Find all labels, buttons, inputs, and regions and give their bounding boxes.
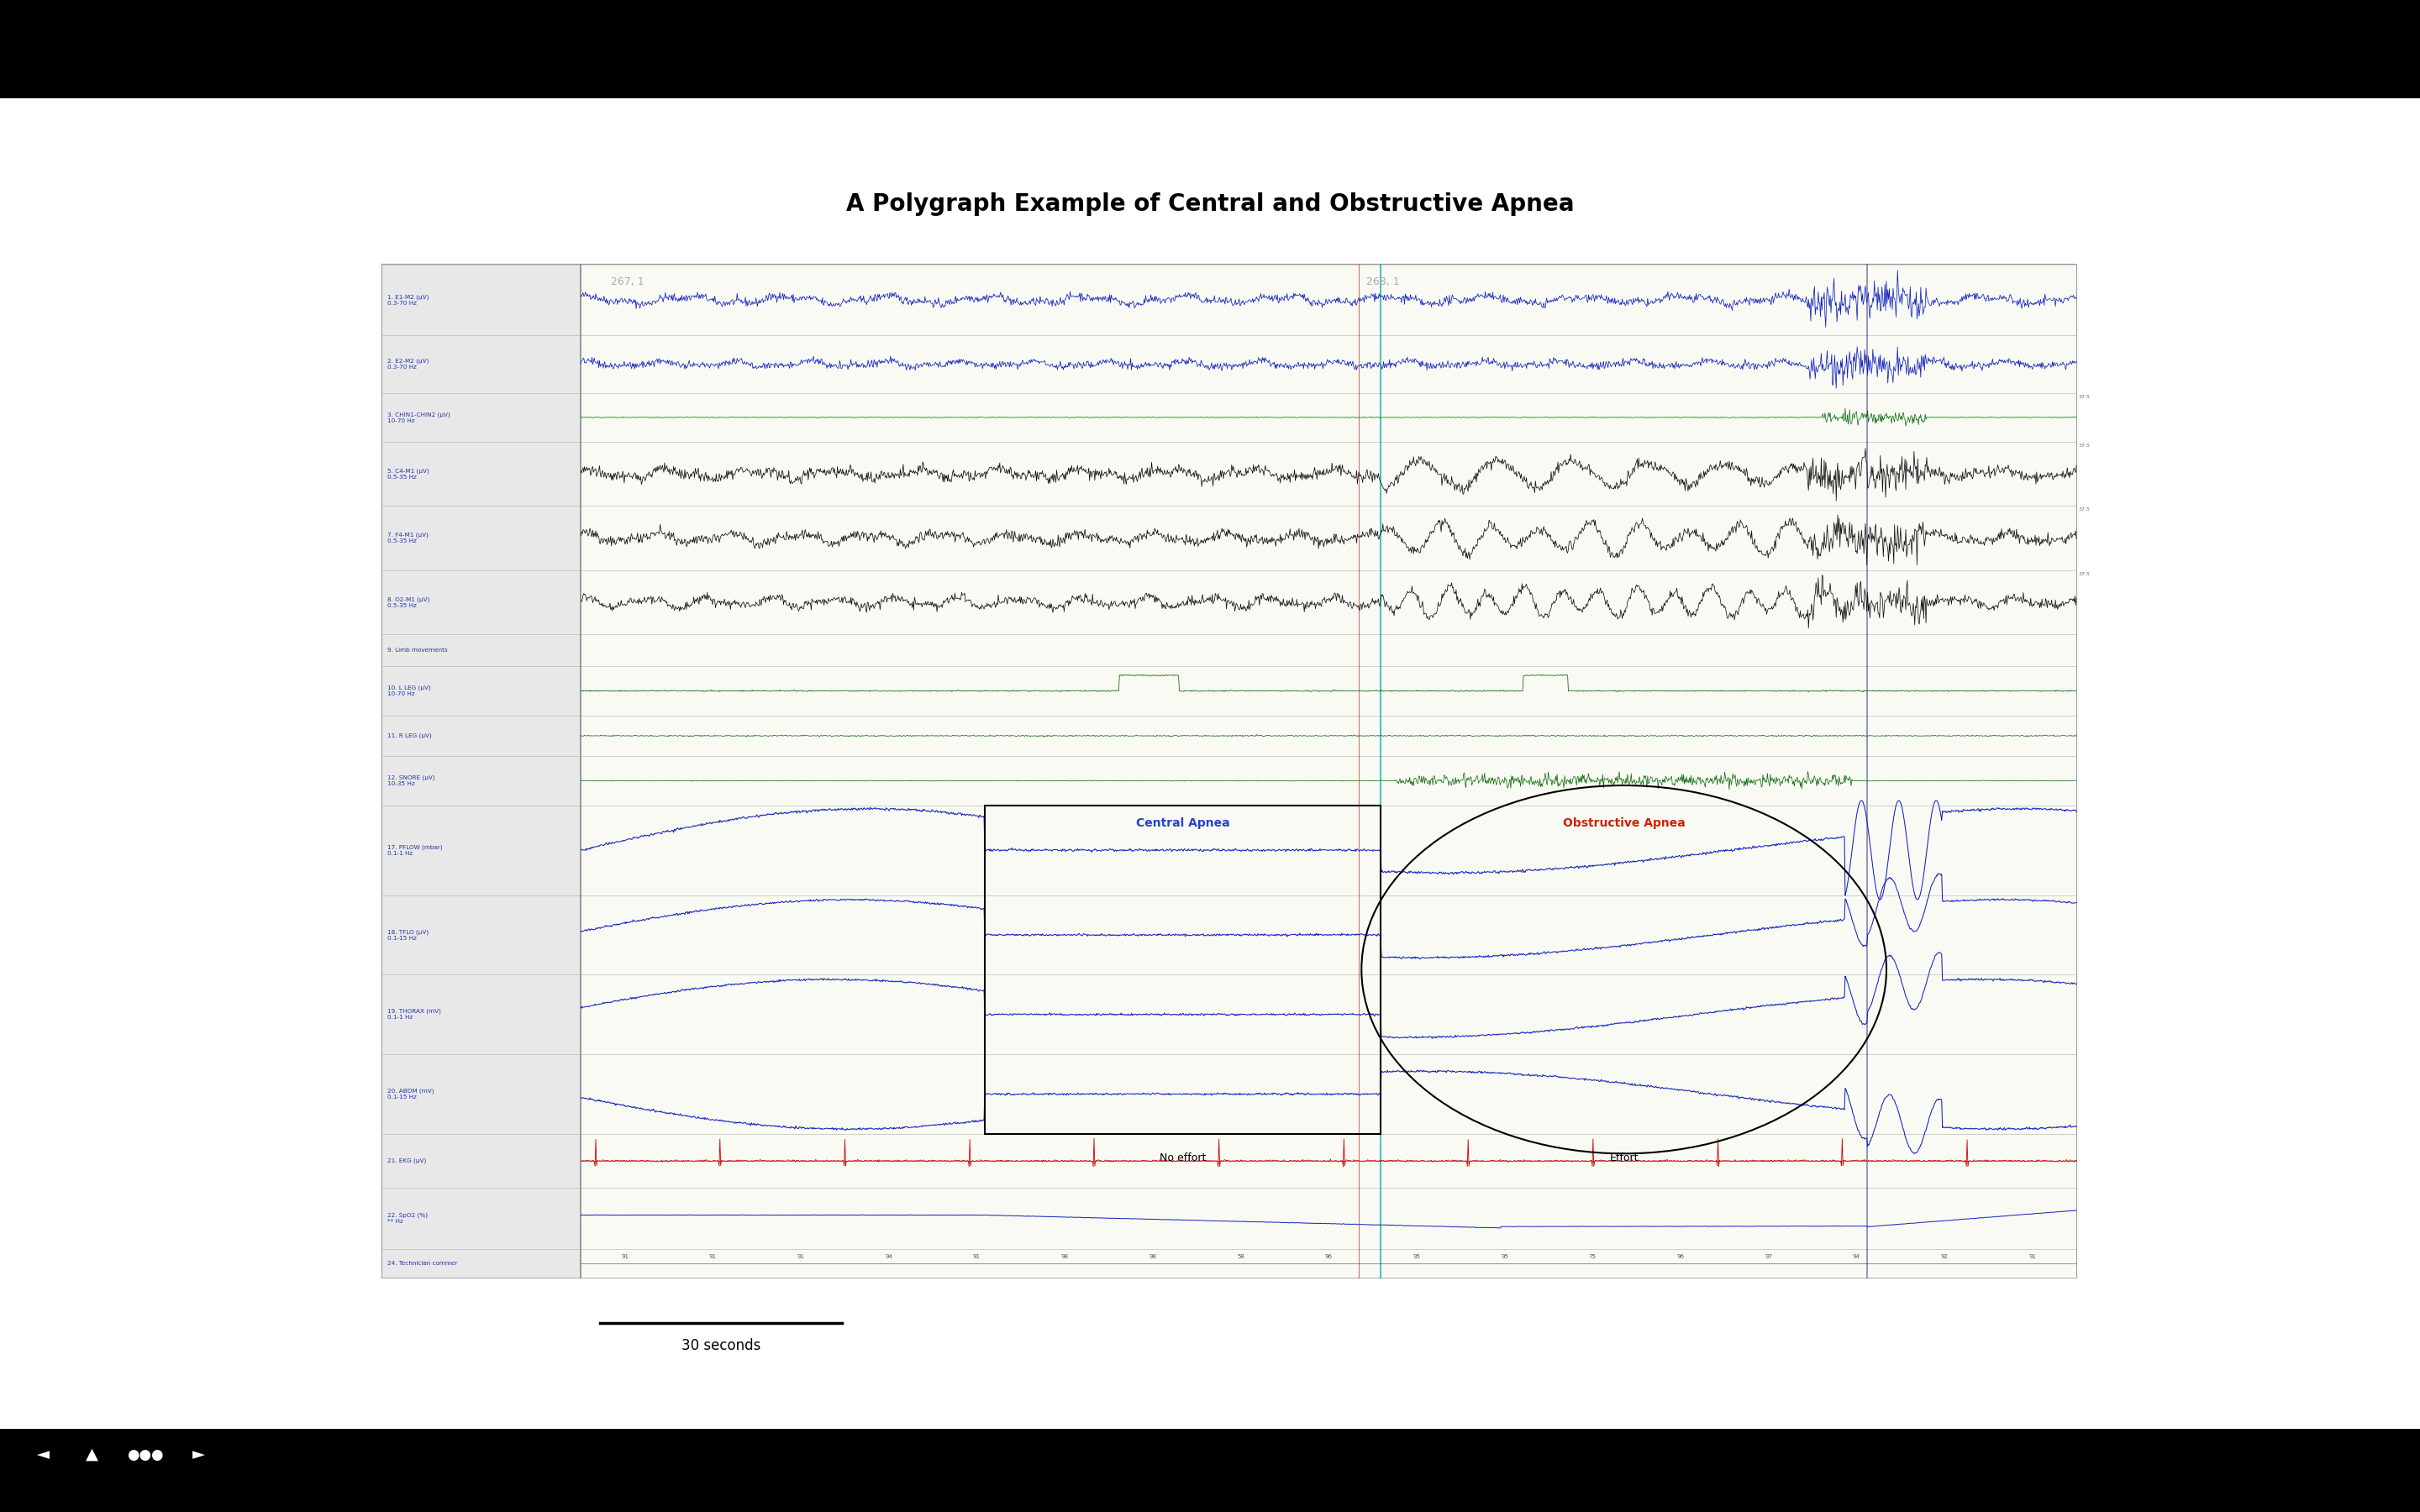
Text: ▲: ▲	[85, 1447, 99, 1462]
Text: 9. Limb movements: 9. Limb movements	[387, 649, 448, 653]
Text: 19. THORAX (mV)
0.1-1 Hz: 19. THORAX (mV) 0.1-1 Hz	[387, 1009, 440, 1021]
Text: 37.5: 37.5	[2079, 443, 2091, 448]
Text: 22. SpO2 (%)
** Hz: 22. SpO2 (%) ** Hz	[387, 1213, 428, 1225]
Text: 37.5: 37.5	[2079, 508, 2091, 511]
Text: 95: 95	[1413, 1253, 1421, 1259]
Text: 30 seconds: 30 seconds	[682, 1338, 760, 1353]
Text: 11. R LEG (μV): 11. R LEG (μV)	[387, 733, 431, 738]
Text: ►: ►	[191, 1447, 206, 1462]
Text: 91: 91	[709, 1253, 716, 1259]
Text: 17. PFLOW (mbar)
0.1-1 Hz: 17. PFLOW (mbar) 0.1-1 Hz	[387, 844, 443, 856]
Text: 37.5: 37.5	[2079, 395, 2091, 399]
Text: Effort: Effort	[1609, 1152, 1638, 1163]
Text: 75: 75	[1590, 1253, 1597, 1259]
Text: 97: 97	[1764, 1253, 1771, 1259]
Text: 268, 1: 268, 1	[1365, 277, 1399, 287]
Text: A Polygraph Example of Central and Obstructive Apnea: A Polygraph Example of Central and Obstr…	[847, 192, 1573, 216]
Text: ●●●: ●●●	[126, 1447, 165, 1462]
Bar	[0, 0, 2420, 98]
Text: 3. CHIN1-CHIN2 (μV)
10-70 Hz: 3. CHIN1-CHIN2 (μV) 10-70 Hz	[387, 411, 450, 423]
Text: 91: 91	[622, 1253, 629, 1259]
Text: No effort: No effort	[1159, 1152, 1205, 1163]
Text: 94: 94	[1854, 1253, 1861, 1259]
Text: Obstructive Apnea: Obstructive Apnea	[1563, 818, 1684, 829]
Text: 95: 95	[1500, 1253, 1508, 1259]
Text: 91: 91	[2028, 1253, 2035, 1259]
Text: 10. L LEG (μV)
10-70 Hz: 10. L LEG (μV) 10-70 Hz	[387, 685, 431, 697]
Bar	[985, 806, 1382, 1134]
Text: 267, 1: 267, 1	[610, 277, 644, 287]
Text: 37.5: 37.5	[2079, 572, 2091, 576]
Text: 98: 98	[1060, 1253, 1070, 1259]
Text: 2. E2-M2 (μV)
0.3-70 Hz: 2. E2-M2 (μV) 0.3-70 Hz	[387, 358, 428, 370]
Text: 24. Technician commer: 24. Technician commer	[387, 1261, 457, 1266]
Text: 1. E1-M2 (μV)
0.3-70 Hz: 1. E1-M2 (μV) 0.3-70 Hz	[387, 295, 428, 305]
Text: 94: 94	[886, 1253, 893, 1259]
Text: 91: 91	[796, 1253, 803, 1259]
Text: 12. SNORE (μV)
10-35 Hz: 12. SNORE (μV) 10-35 Hz	[387, 776, 436, 786]
Text: 7. F4-M1 (μV)
0.5-35 Hz: 7. F4-M1 (μV) 0.5-35 Hz	[387, 532, 428, 544]
Text: 98: 98	[1150, 1253, 1157, 1259]
Bar	[382, 265, 581, 1278]
Bar	[382, 265, 2076, 1278]
Text: 8. O2-M1 (μV)
0.5-35 Hz: 8. O2-M1 (μV) 0.5-35 Hz	[387, 597, 428, 608]
Text: 5. C4-M1 (μV)
0.5-35 Hz: 5. C4-M1 (μV) 0.5-35 Hz	[387, 469, 428, 479]
Text: 21. EKG (μV): 21. EKG (μV)	[387, 1158, 426, 1164]
Text: 91: 91	[973, 1253, 980, 1259]
Bar	[581, 265, 2076, 1278]
Text: Central Apnea: Central Apnea	[1135, 818, 1229, 829]
Text: 58: 58	[1237, 1253, 1244, 1259]
Bar	[0, 1429, 2420, 1512]
Text: ◄: ◄	[36, 1447, 51, 1462]
Text: 20. ABDM (mV)
0.1-15 Hz: 20. ABDM (mV) 0.1-15 Hz	[387, 1089, 433, 1099]
Text: 18. TFLO (μV)
0.1-15 Hz: 18. TFLO (μV) 0.1-15 Hz	[387, 930, 428, 940]
Text: 92: 92	[1941, 1253, 1948, 1259]
Text: 96: 96	[1677, 1253, 1684, 1259]
Text: 96: 96	[1324, 1253, 1333, 1259]
